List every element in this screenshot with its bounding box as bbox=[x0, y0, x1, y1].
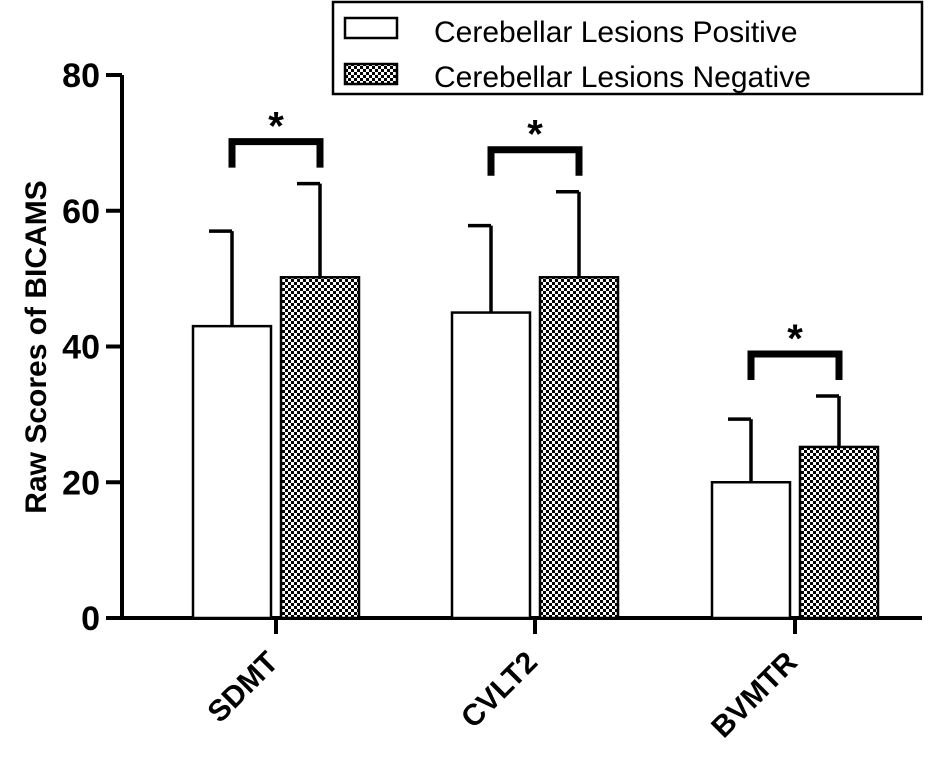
significance-bracket bbox=[228, 138, 324, 168]
significance-star: * bbox=[527, 113, 543, 157]
legend-label-negative: Cerebellar Lesions Negative bbox=[434, 61, 811, 94]
y-tick-label: 40 bbox=[62, 329, 100, 367]
y-tick-label: 0 bbox=[81, 600, 100, 638]
legend-swatch-positive bbox=[343, 16, 399, 40]
y-tick-label: 60 bbox=[62, 193, 100, 231]
bar-positive bbox=[191, 324, 273, 620]
plot-area: 0 20 40 60 80 SDMT * CVLT2 * BVMTR * bbox=[62, 57, 922, 744]
legend: Cerebellar Lesions Positive Cerebellar L… bbox=[331, 0, 924, 96]
bar-negative bbox=[798, 445, 880, 620]
legend-label-positive: Cerebellar Lesions Positive bbox=[434, 16, 798, 49]
bar-negative bbox=[279, 276, 361, 620]
significance-star: * bbox=[787, 317, 803, 361]
x-tick-label: CVLT2 bbox=[455, 646, 544, 735]
bar-positive bbox=[450, 311, 532, 620]
y-axis-title: Raw Scores of BICAMS bbox=[20, 180, 53, 513]
legend-box bbox=[331, 0, 924, 96]
y-tick-label: 20 bbox=[62, 464, 100, 502]
x-tick-label: SDMT bbox=[202, 646, 285, 729]
significance-star: * bbox=[268, 105, 284, 149]
x-tick-label: BVMTR bbox=[705, 645, 804, 744]
significance-bracket bbox=[747, 350, 843, 381]
significance-bracket bbox=[487, 146, 583, 176]
legend-swatch-negative bbox=[343, 62, 399, 86]
bar-positive bbox=[710, 481, 792, 620]
y-tick-label: 80 bbox=[62, 57, 100, 95]
bar-negative bbox=[538, 276, 620, 620]
